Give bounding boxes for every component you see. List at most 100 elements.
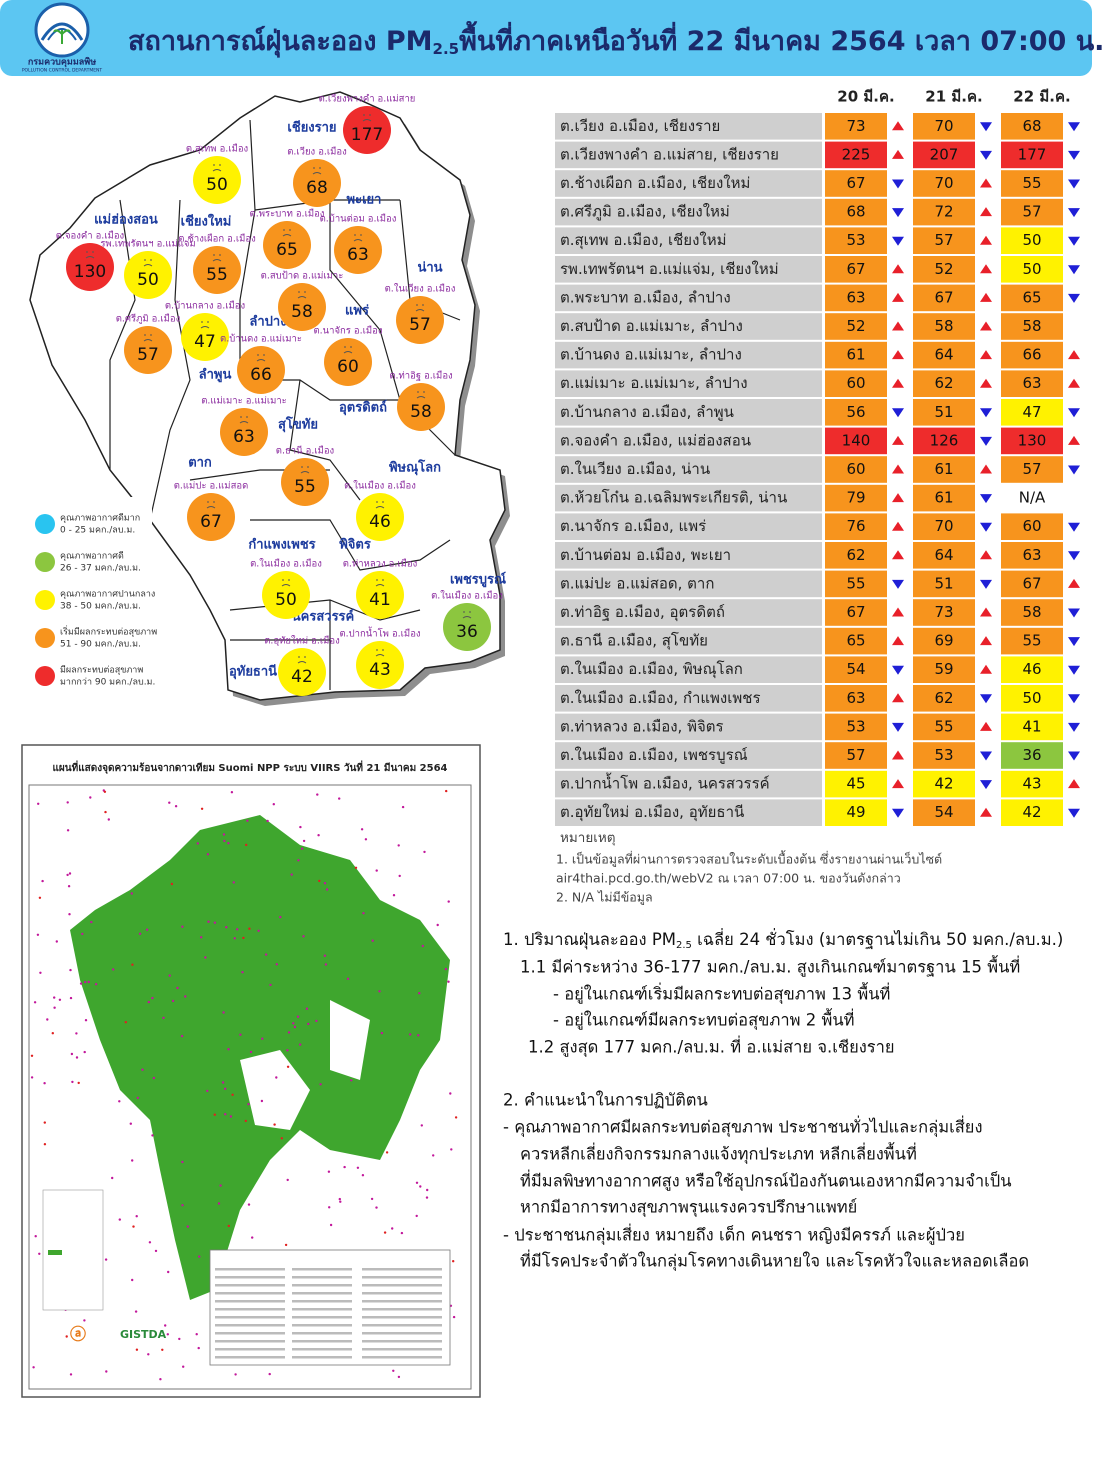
station-label: ต.ศรีภูมิ อ.เมือง bbox=[116, 313, 180, 325]
hotspot-dot bbox=[32, 1366, 35, 1369]
hotspot-dot bbox=[65, 1335, 68, 1338]
station-cell bbox=[555, 141, 822, 169]
placeholder-text bbox=[292, 1324, 352, 1327]
hotspot-dot bbox=[198, 1255, 201, 1258]
hotspot-dot bbox=[251, 1236, 254, 1239]
trend-arrow bbox=[892, 607, 904, 617]
trend-arrow bbox=[892, 350, 904, 360]
hotspot-dot bbox=[450, 1148, 453, 1151]
station-cell bbox=[555, 399, 822, 426]
value-cell bbox=[1001, 113, 1063, 140]
value-text: 60 bbox=[846, 460, 865, 478]
hotspot-dot bbox=[432, 1154, 435, 1157]
trend-arrow bbox=[892, 521, 904, 531]
province-label: สุโขทัย bbox=[278, 416, 318, 433]
aqi-bubble bbox=[278, 283, 326, 331]
province-label: ลำปาง bbox=[249, 314, 286, 330]
hotspot-dot bbox=[104, 810, 107, 814]
placeholder-text bbox=[362, 1268, 442, 1271]
hotspot-dot bbox=[361, 1174, 365, 1177]
value-text: 63 bbox=[846, 689, 865, 707]
value-text: 67 bbox=[1022, 574, 1041, 592]
station-cell bbox=[555, 713, 822, 741]
hotspot-dot bbox=[397, 1375, 401, 1379]
hotspot-dot bbox=[392, 894, 396, 897]
hotspot-dot bbox=[244, 1119, 247, 1123]
hotspot-dot bbox=[75, 1056, 79, 1059]
hotspot-dot bbox=[132, 1225, 135, 1228]
hotspot-map: ⓐ GISTDA bbox=[21, 744, 481, 1398]
aqi-bubble bbox=[443, 603, 491, 651]
station-name: ต.ห้วยโก๋น อ.เฉลิมพระเกียรติ, น่าน bbox=[560, 489, 787, 507]
hotspot-dot bbox=[135, 1348, 139, 1351]
hotspot-dot bbox=[423, 850, 426, 854]
trend-arrow bbox=[980, 694, 992, 704]
hotspot-dot bbox=[90, 920, 93, 924]
trend-arrow bbox=[892, 493, 904, 503]
hotspot-dot bbox=[449, 1092, 452, 1095]
summary-line: - คุณภาพอากาศมีผลกระทบต่อสุขภาพ ประชาชนท… bbox=[503, 1116, 983, 1138]
trend-arrow bbox=[892, 464, 904, 474]
placeholder-text bbox=[215, 1292, 285, 1295]
hotspot-dot bbox=[375, 1206, 378, 1209]
value-cell bbox=[1001, 256, 1063, 283]
value-text: 58 bbox=[1022, 317, 1041, 335]
station-name: ต.แม่เมาะ อ.แม่เมาะ, ลำปาง bbox=[560, 374, 748, 392]
placeholder-text bbox=[292, 1300, 352, 1303]
partner-logo: ⓐ bbox=[70, 1325, 86, 1344]
value-cell bbox=[825, 770, 887, 798]
hotspot-dot bbox=[307, 1022, 310, 1026]
value-text: 58 bbox=[934, 317, 953, 335]
trend-arrow bbox=[980, 122, 992, 132]
summary-line: 1.2 สูงสุด 177 มคก./ลบ.ม. ที่ อ.แม่สาย จ… bbox=[528, 1036, 895, 1058]
note-line: 1. เป็นข้อมูลที่ผ่านการตรวจสอบในระดับเบื… bbox=[556, 850, 942, 868]
hotspot-dot bbox=[131, 963, 134, 966]
logo bbox=[34, 2, 90, 58]
face bbox=[312, 167, 322, 175]
hotspot-dot bbox=[275, 1076, 278, 1079]
trend-arrow bbox=[980, 408, 992, 418]
value-cell bbox=[1001, 141, 1063, 169]
hotspot-dot bbox=[195, 1333, 198, 1336]
station-cell bbox=[555, 427, 822, 455]
placeholder-text bbox=[215, 1276, 285, 1279]
station-label: ต.ในเมือง อ.เมือง bbox=[344, 480, 416, 492]
hotspot-dot bbox=[200, 807, 204, 810]
station-cell bbox=[555, 685, 822, 712]
value-text: 50 bbox=[1022, 231, 1041, 249]
hotspot-dot bbox=[55, 940, 58, 943]
hotspot-dot bbox=[447, 900, 450, 903]
note-line: air4thai.pcd.go.th/webV2 ณ เวลา 07:00 น.… bbox=[556, 871, 901, 886]
hotspot-dot bbox=[398, 874, 401, 878]
hotspot-dot bbox=[147, 1353, 150, 1356]
value-text: 45 bbox=[846, 775, 865, 793]
hotspot-dot bbox=[67, 885, 71, 888]
value-cell bbox=[825, 341, 887, 369]
hotspot-dot bbox=[136, 1096, 139, 1100]
hotspot-dot bbox=[280, 1137, 283, 1140]
province-label: อุทัยธานี bbox=[229, 664, 277, 680]
hotspot-dot bbox=[418, 992, 421, 995]
logo-text: กรมควบคุมมลพิษ bbox=[28, 57, 96, 68]
station-cell bbox=[555, 542, 822, 569]
province-label: นครสวรรค์ bbox=[292, 609, 354, 625]
value-cell bbox=[1001, 341, 1063, 369]
value-text: N/A bbox=[1019, 489, 1046, 507]
station-label: ต.ช้างเผือก อ.เมือง bbox=[178, 234, 255, 245]
hotspot-dot bbox=[135, 1215, 138, 1218]
value-text: 73 bbox=[846, 117, 865, 135]
value-cell bbox=[825, 198, 887, 226]
placeholder-text bbox=[362, 1316, 442, 1319]
bubble-value: 58 bbox=[410, 402, 432, 422]
value-text: 57 bbox=[846, 746, 865, 764]
trend-arrow bbox=[1068, 293, 1080, 303]
face bbox=[143, 259, 153, 267]
summary-heading: 1. ปริมาณฝุ่นละออง PM2.5 เฉลี่ย 24 ชั่วโ… bbox=[503, 928, 1063, 952]
trend-arrow bbox=[892, 693, 904, 703]
bubble-value: 65 bbox=[276, 240, 298, 260]
value-cell bbox=[825, 113, 887, 140]
value-cell bbox=[913, 399, 975, 426]
value-cell bbox=[913, 542, 975, 569]
bubble-value: 58 bbox=[291, 302, 313, 322]
value-cell bbox=[825, 170, 887, 197]
